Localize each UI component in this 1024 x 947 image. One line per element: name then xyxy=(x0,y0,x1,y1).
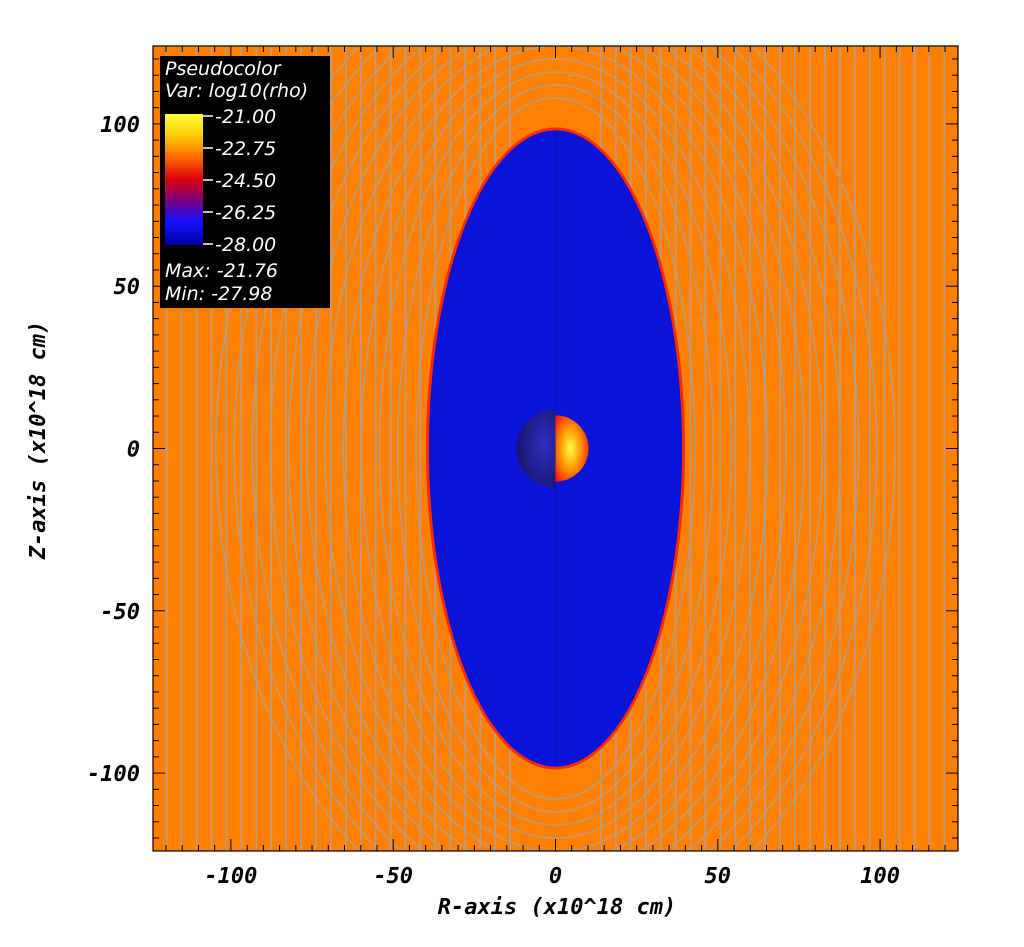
y-axis-title: Z-axis (x10^18 cm) xyxy=(26,321,51,560)
y-tick-label: 50 xyxy=(114,275,141,300)
colorbar-level-label: -26.25 xyxy=(215,202,276,224)
density-ring xyxy=(288,46,823,851)
density-ring xyxy=(360,58,751,839)
cavity-layer xyxy=(425,127,686,770)
legend-max: Max: -21.76 xyxy=(165,260,278,282)
x-tick-label: 100 xyxy=(860,864,900,889)
x-axis-title: R-axis (x10^18 cm) xyxy=(438,895,676,920)
colorbar-level-label: -28.00 xyxy=(215,234,276,256)
density-ring xyxy=(324,46,787,851)
x-tick-labels: -100 -50 0 50 100 xyxy=(204,864,900,889)
y-tick-label: -100 xyxy=(87,762,140,787)
colorbar xyxy=(165,114,203,245)
x-tick-label: -50 xyxy=(373,864,413,889)
density-ring xyxy=(306,46,805,851)
density-ring xyxy=(415,97,696,800)
y-tick-label: 0 xyxy=(127,438,140,463)
x-tick-label: 50 xyxy=(705,864,732,889)
colorbar-level-label: -22.75 xyxy=(215,138,276,160)
density-ring xyxy=(396,84,715,813)
core-right-half xyxy=(555,415,589,482)
density-ring xyxy=(269,46,842,851)
density-ring xyxy=(215,46,896,851)
colorbar-level-label: -24.50 xyxy=(215,170,276,192)
legend-variable: Var: log10(rho) xyxy=(165,80,308,102)
core-left-half xyxy=(516,409,556,488)
legend-panel: Pseudocolor Var: log10(rho) -21.00 -22.75… xyxy=(160,56,330,308)
density-ring xyxy=(378,71,733,826)
x-tick-label: 0 xyxy=(549,864,562,889)
colorbar-levels: -21.00 -22.75 -24.50 -26.25 -28.00 xyxy=(203,106,276,256)
legend-min: Min: -27.98 xyxy=(165,283,272,305)
density-ring xyxy=(251,46,860,851)
y-tick-label: -50 xyxy=(100,600,140,625)
density-ring xyxy=(233,46,878,851)
y-tick-labels: 100 50 0 -50 -100 xyxy=(87,113,140,787)
density-ring xyxy=(342,46,769,851)
legend-title: Pseudocolor xyxy=(165,58,282,80)
x-tick-label: -100 xyxy=(204,864,257,889)
colorbar-level-label: -21.00 xyxy=(215,106,276,128)
y-tick-label: 100 xyxy=(100,113,140,138)
tick-layer xyxy=(153,46,958,851)
